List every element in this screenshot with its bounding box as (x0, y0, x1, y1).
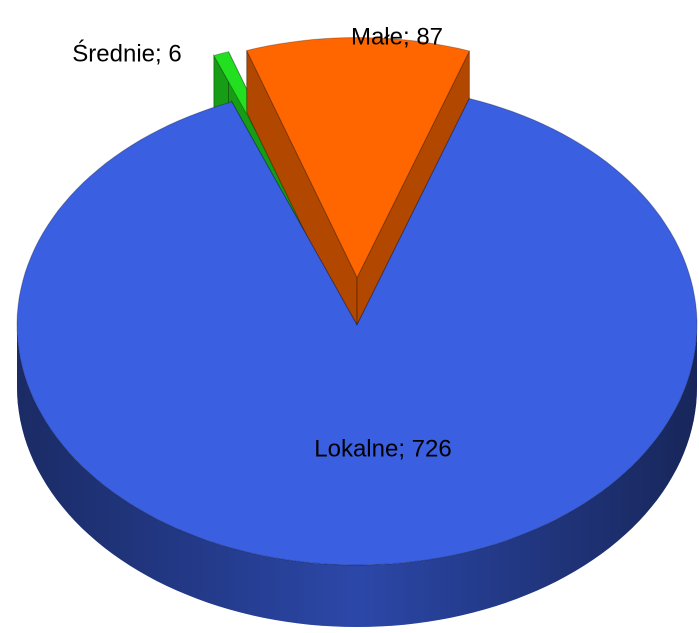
data-label: Małe; 87 (351, 23, 443, 50)
slice (245, 36, 471, 279)
data-label: Średnie; 6 (72, 39, 181, 67)
slice (16, 97, 698, 566)
slice-wall-shade (17, 325, 697, 627)
data-label: Lokalne; 726 (314, 435, 451, 462)
slice-side-shade (357, 51, 470, 340)
slice-side-shade (246, 50, 358, 340)
